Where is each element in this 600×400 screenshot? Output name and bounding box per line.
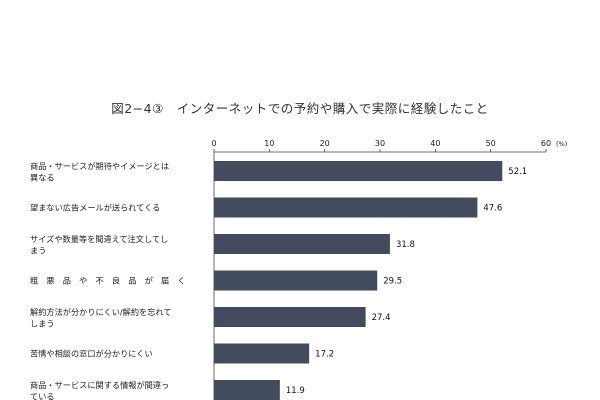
x-axis-unit: (%) [556, 140, 567, 148]
bar [214, 270, 378, 291]
bar-value-label: 31.8 [396, 240, 415, 250]
x-tick-label: 20 [320, 139, 330, 148]
category-label: ている [30, 392, 55, 400]
bar [214, 197, 478, 218]
bar-value-label: 11.9 [286, 386, 305, 396]
bar-value-label: 27.4 [372, 313, 391, 323]
category-label: 商品・サービスに関する情報が間違っ [30, 380, 169, 390]
bar [214, 161, 503, 181]
category-label: まう [30, 246, 46, 256]
x-tick-label: 60 [541, 139, 551, 148]
x-tick-label: 50 [486, 139, 496, 148]
bar-value-label: 47.6 [483, 204, 502, 214]
x-tick-label: 10 [264, 139, 274, 148]
bar [214, 307, 366, 327]
bar-value-label: 17.2 [315, 350, 334, 360]
bar [214, 343, 310, 364]
category-label: 商品・サービスが期待やイメージとは [30, 161, 169, 171]
category-label: しまう [30, 319, 55, 329]
category-label: 苦情や相談の窓口が分かりにくい [30, 349, 153, 359]
bar [214, 234, 390, 254]
bar-value-label: 52.1 [508, 167, 527, 177]
chart-title: 図2−4③ インターネットでの予約や購入で実際に経験したこと [111, 101, 489, 116]
category-label: サイズや数量等を間違えて注文してし [30, 234, 168, 244]
category-label: 望まない広告メールが送られてくる [30, 203, 160, 213]
category-label: 粗 悪 品 や 不 良 品 が 届 く [30, 276, 186, 286]
bar [214, 380, 280, 400]
x-tick-label: 40 [430, 139, 440, 148]
x-tick-label: 0 [211, 139, 216, 148]
x-tick-label: 30 [375, 139, 385, 148]
bar-value-label: 29.5 [383, 277, 402, 287]
category-label: 解約方法が分かりにくい/解約を忘れて [30, 307, 172, 317]
category-label: 異なる [30, 173, 55, 183]
